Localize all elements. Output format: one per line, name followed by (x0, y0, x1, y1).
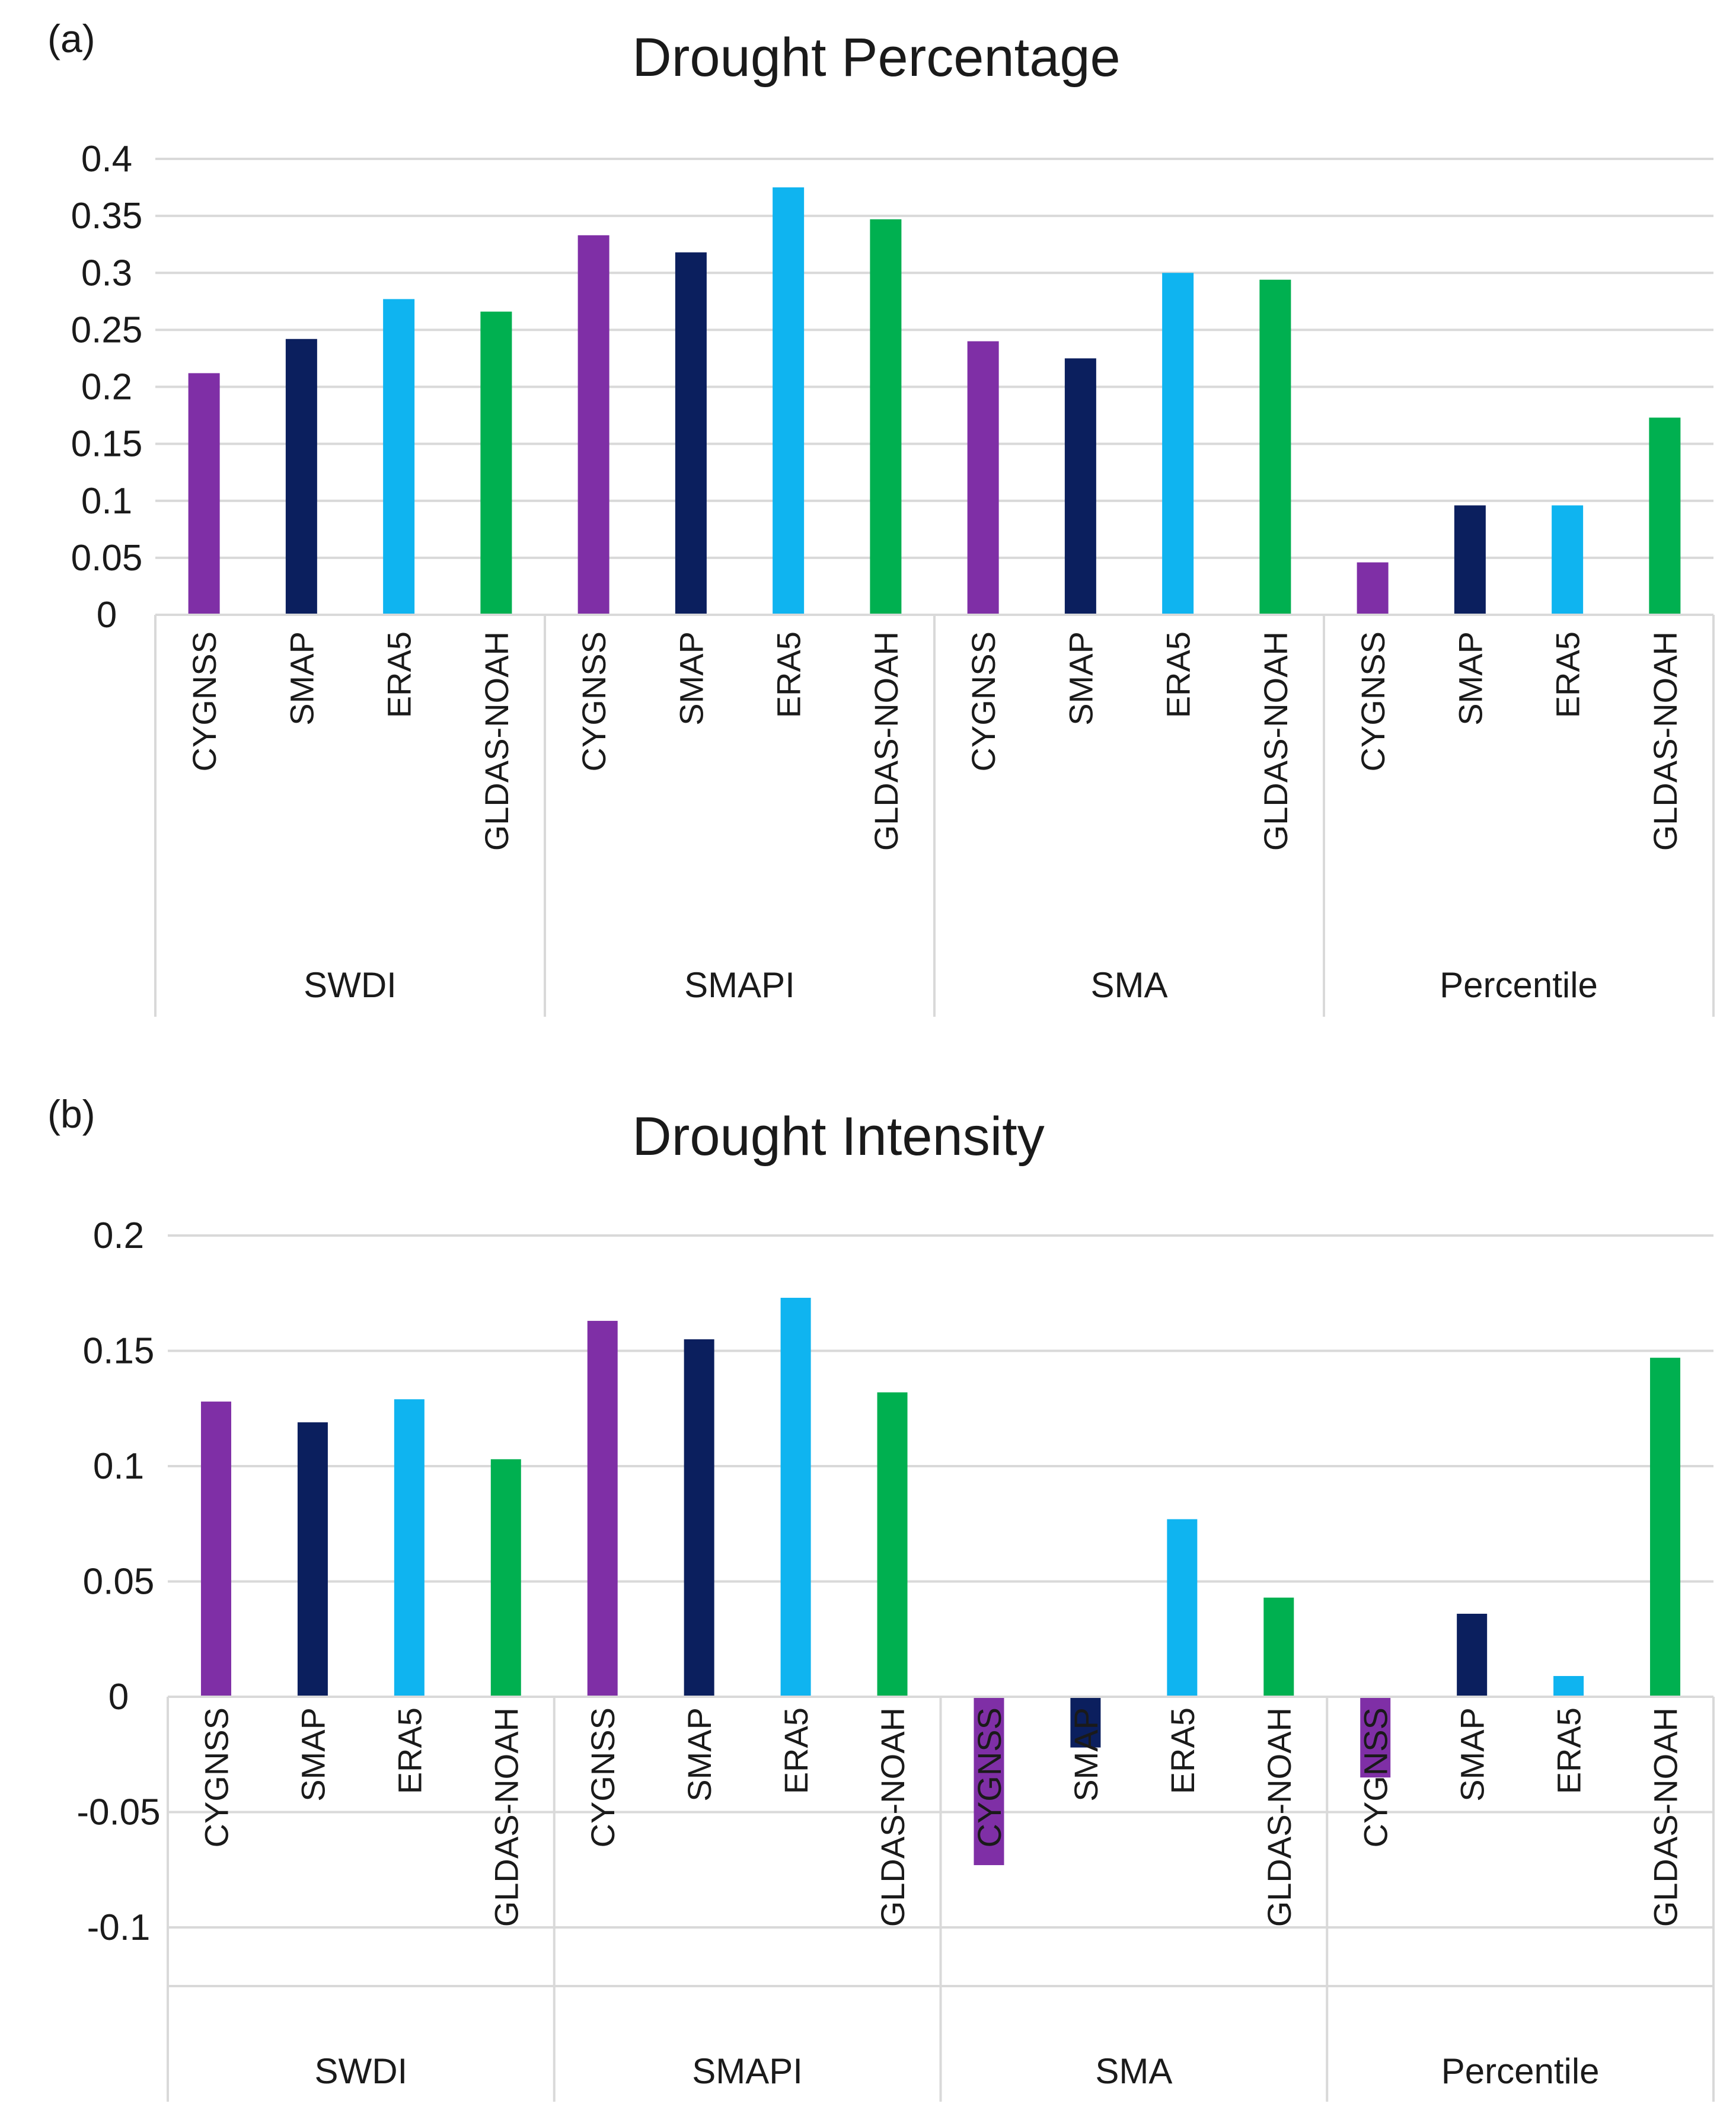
group-label: Percentile (1441, 2051, 1600, 2091)
bar-smapi-cygnss (577, 235, 609, 615)
category-label: GLDAS-NOAH (1647, 1707, 1684, 1927)
bar-swdi-cygnss (188, 373, 220, 615)
category-label: ERA5 (1550, 1707, 1588, 1794)
bar-sma-era5 (1167, 1519, 1198, 1697)
bar-smapi-cygnss (587, 1320, 618, 1697)
bar-swdi-era5 (394, 1399, 425, 1697)
category-label: CYGNSS (1354, 631, 1392, 772)
category-label: CYGNSS (584, 1707, 621, 1848)
category-label: ERA5 (1164, 1707, 1201, 1794)
bar-percentile-smap (1457, 1613, 1488, 1697)
bar-sma-gldas-noah (1259, 279, 1291, 615)
y-tick-label: 0.15 (71, 424, 143, 465)
y-tick-label: 0.4 (81, 139, 132, 180)
bar-smapi-smap (675, 252, 707, 615)
category-label: CYGNSS (197, 1707, 235, 1848)
group-label: SMA (1090, 965, 1167, 1005)
y-tick-label: 0.15 (83, 1331, 155, 1372)
y-tick-label: -0.1 (87, 1907, 151, 1948)
group-label: SMAPI (684, 965, 795, 1005)
group-label: SMA (1095, 2051, 1172, 2091)
bar-swdi-smap (285, 339, 317, 615)
bar-swdi-era5 (383, 299, 415, 615)
bar-swdi-smap (297, 1422, 328, 1697)
category-label: CYGNSS (575, 631, 612, 772)
category-label: ERA5 (1549, 631, 1587, 718)
bar-sma-era5 (1162, 273, 1194, 615)
category-label: SMAP (1454, 1707, 1491, 1802)
y-tick-label: 0.1 (93, 1446, 144, 1487)
panel-b-label: (b) (47, 1092, 95, 1136)
bar-swdi-gldas-noah (480, 311, 512, 615)
y-tick-label: -0.05 (76, 1792, 160, 1833)
y-tick-label: 0 (97, 595, 117, 636)
panel-a-title: Drought Percentage (632, 27, 1120, 88)
category-label: SMAP (1062, 631, 1099, 726)
panel-b-title: Drought Intensity (632, 1106, 1044, 1167)
bar-smapi-gldas-noah (870, 219, 902, 615)
category-label: GLDAS-NOAH (867, 631, 905, 851)
bar-percentile-smap (1454, 505, 1486, 615)
bar-sma-smap (1064, 358, 1096, 615)
category-label: ERA5 (770, 631, 808, 718)
bar-percentile-gldas-noah (1650, 1358, 1681, 1697)
bar-percentile-cygnss (1360, 1697, 1391, 1778)
category-label: CYGNSS (971, 1707, 1008, 1848)
bar-sma-gldas-noah (1263, 1597, 1294, 1697)
category-label: SMAP (283, 631, 320, 726)
category-label: GLDAS-NOAH (1260, 1707, 1298, 1927)
y-tick-label: 0.2 (81, 367, 132, 408)
bar-sma-smap (1070, 1697, 1101, 1748)
y-tick-label: 0.25 (71, 309, 143, 350)
bar-swdi-gldas-noah (490, 1459, 521, 1697)
bar-percentile-era5 (1553, 1675, 1584, 1697)
y-tick-label: 0.05 (71, 538, 143, 579)
category-label: SMAP (681, 1707, 718, 1802)
category-label: ERA5 (1160, 631, 1197, 718)
group-label: SWDI (304, 965, 397, 1005)
y-tick-label: 0.35 (71, 196, 143, 237)
bar-sma-cygnss (974, 1697, 1004, 1865)
bar-smapi-era5 (780, 1298, 811, 1697)
category-label: CYGNSS (186, 631, 223, 772)
panel-a-plot: 0.4 0.35 0.3 0.25 0.2 0.15 0.1 0.05 0 CYGNSS SMAP E… (71, 139, 1715, 1017)
group-label: SMAPI (692, 2051, 803, 2091)
category-label: ERA5 (381, 631, 418, 718)
category-label: ERA5 (391, 1707, 428, 1794)
y-tick-label: 0 (108, 1677, 129, 1718)
category-label: CYGNSS (1357, 1707, 1394, 1848)
y-tick-label: 0.3 (81, 253, 132, 293)
bar-percentile-era5 (1552, 505, 1584, 615)
category-label: CYGNSS (965, 631, 1002, 772)
category-label: ERA5 (777, 1707, 815, 1794)
bar-smapi-smap (684, 1339, 714, 1697)
bar-percentile-cygnss (1357, 562, 1389, 615)
category-label: SMAP (294, 1707, 331, 1802)
panel-a-label: (a) (47, 17, 95, 60)
group-label: Percentile (1440, 965, 1598, 1005)
panel-b-plot: 0.2 0.15 0.1 0.05 0 -0.05 -0.1 CYGNSS SMAP ERA5 GL… (76, 1215, 1715, 2102)
bar-sma-cygnss (967, 341, 999, 615)
y-tick-label: 0.05 (83, 1562, 155, 1603)
bar-smapi-gldas-noah (877, 1392, 908, 1697)
category-label: GLDAS-NOAH (487, 1707, 525, 1927)
bar-swdi-cygnss (200, 1402, 231, 1697)
group-label: SWDI (315, 2051, 408, 2091)
y-tick-label: 0.1 (81, 481, 132, 522)
category-label: GLDAS-NOAH (1257, 631, 1294, 851)
category-label: SMAP (672, 631, 710, 726)
bar-smapi-era5 (773, 187, 805, 615)
category-label: SMAP (1451, 631, 1489, 726)
category-label: GLDAS-NOAH (874, 1707, 911, 1927)
category-label: SMAP (1067, 1707, 1105, 1802)
bar-percentile-gldas-noah (1649, 417, 1681, 615)
y-tick-label: 0.2 (93, 1215, 144, 1256)
category-label: GLDAS-NOAH (1646, 631, 1684, 851)
category-label: GLDAS-NOAH (478, 631, 515, 851)
